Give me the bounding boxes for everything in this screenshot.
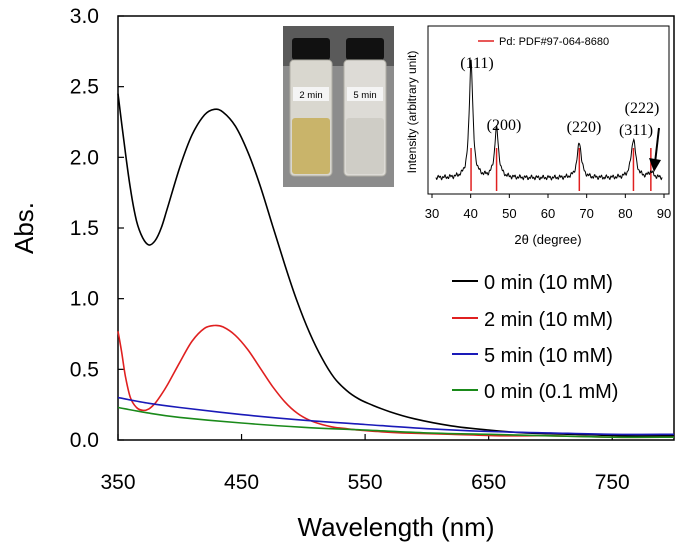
vial-photo-inset: 2 min 5 min (283, 26, 394, 187)
vial-liquid-2min (292, 118, 330, 174)
xrd-inset: 30 40 50 60 70 80 90 (111) (200) (220) (311) (222)… (405, 25, 671, 247)
legend-label-1: 2 min (10 mM) (484, 309, 613, 331)
y-axis-label: Abs. (9, 202, 39, 254)
xrd-x-tick-label: 90 (657, 206, 671, 221)
main-series-group (117, 93, 675, 439)
xrd-peak-labels: (111) (200) (220) (311) (222) (460, 55, 659, 139)
x-tick-label: 350 (100, 471, 135, 494)
xrd-y-axis-label: Intensity (arbitrary unit) (405, 51, 419, 174)
y-tick-label: 1.0 (70, 288, 99, 311)
xrd-peak-label: (311) (619, 122, 653, 139)
xrd-x-tick-label: 50 (502, 206, 516, 221)
xrd-peak-label: (220) (567, 119, 602, 136)
xrd-222-arrow-head (649, 158, 661, 172)
xrd-222-arrow-shaft (654, 127, 660, 164)
x-tick-label: 450 (224, 471, 259, 494)
y-tick-label: 1.5 (70, 217, 99, 240)
vial-label-5min: 5 min (353, 90, 376, 101)
y-tick-label: 3.0 (70, 5, 99, 28)
y-tick-label: 2.5 (70, 76, 99, 99)
x-tick-label: 550 (348, 471, 383, 494)
xrd-axis-ticks: 30 40 50 60 70 80 90 (425, 194, 671, 221)
xrd-x-tick-label: 30 (425, 206, 439, 221)
x-tick-label: 650 (471, 471, 506, 494)
xrd-peak-label: (111) (460, 55, 493, 72)
xrd-pattern-line (435, 59, 663, 181)
y-tick-label: 2.0 (70, 146, 99, 169)
xrd-x-tick-label: 80 (618, 206, 632, 221)
x-tick-label: 750 (595, 471, 630, 494)
y-tick-label: 0.0 (70, 429, 99, 452)
x-axis-label: Wavelength (nm) (298, 512, 495, 542)
vial-cap-5min (346, 38, 384, 60)
series-line-0 (117, 93, 675, 437)
legend-label-3: 0 min (0.1 mM) (484, 381, 618, 403)
vial-cap-2min (292, 38, 330, 60)
y-tick-label: 0.5 (70, 358, 99, 381)
vial-label-bg-2min (293, 87, 329, 101)
legend-label-2: 5 min (10 mM) (484, 345, 613, 367)
vial-liquid-5min (346, 118, 384, 174)
series-line-3 (117, 406, 675, 439)
legend: 0 min (10 mM) 2 min (10 mM) 5 min (10 mM… (452, 272, 618, 403)
vial-label-bg-5min (347, 87, 383, 101)
xrd-x-tick-label: 40 (463, 206, 477, 221)
xrd-peak-label: (200) (487, 117, 522, 134)
series-line-2 (117, 396, 675, 436)
main-axis-ticks: 350 450 550 650 750 0.0 0.5 1.0 1.5 2.0 2.5 3.0 (70, 5, 630, 494)
legend-label-0: 0 min (10 mM) (484, 272, 613, 294)
xrd-x-axis-label: 2θ (degree) (514, 232, 581, 247)
xrd-legend-label: Pd: PDF#97-064-8680 (499, 36, 609, 48)
xrd-x-tick-label: 60 (541, 206, 555, 221)
xrd-reference-lines (470, 148, 652, 191)
series-line-1 (117, 324, 675, 439)
xrd-peak-label: (222) (625, 100, 660, 117)
vial-label-2min: 2 min (299, 90, 322, 101)
xrd-x-tick-label: 70 (579, 206, 593, 221)
